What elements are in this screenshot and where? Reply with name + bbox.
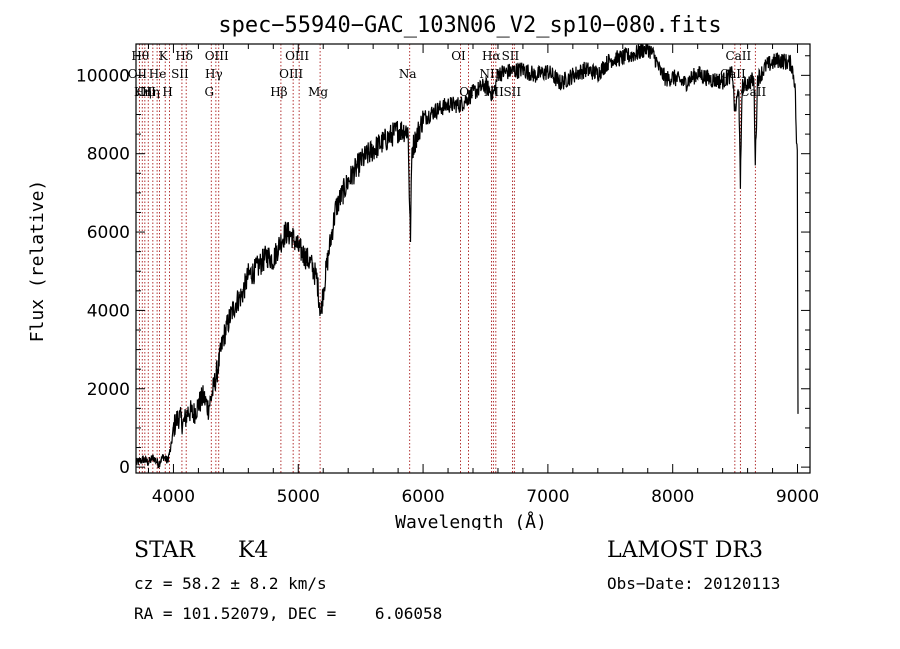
y-tick-label-2: 4000 [87,301,130,321]
line-label-3: OII [137,85,157,99]
y-axis-label: Flux (relative) [27,180,48,343]
line-label-25: SII [503,85,521,99]
line-label-16: OIII [285,49,309,63]
line-label-8: H [162,85,172,99]
line-label-12: Hγ [205,67,223,81]
line-label-2: Hη [134,85,152,99]
plot-frame [135,43,811,474]
y-tick-label-5: 10000 [76,66,130,86]
x-axis-label: Wavelength (Å) [395,511,547,530]
line-label-24: SII [502,49,520,63]
y-tick-label-4: 8000 [87,145,130,165]
line-label-22: Hα [482,49,501,63]
x-tick-label-4: 8000 [651,487,694,507]
x-tick-label-3: 7000 [526,487,569,507]
line-label-19: OI [451,49,466,63]
y-tick-label-0: 0 [119,458,130,478]
line-label-9: SII [171,67,189,81]
line-label-21: NII [479,67,499,81]
x-tick-label-1: 5000 [277,487,320,507]
redshift-cz: cz = 58.2 ± 8.2 km/s [134,574,327,593]
line-label-27: CaII [725,49,751,63]
spectral-line-markers [138,44,756,473]
x-tick-label-5: 9000 [776,487,819,507]
x-tick-label-0: 4000 [152,487,195,507]
spectral-line-labels: OIIHθHηOIIHηHeKHSIIHδGHγOIIIHβOIIIOIIIMg… [128,49,767,99]
line-label-10: Hδ [175,49,193,63]
line-label-17: Mg [308,85,328,99]
line-label-18: Na [399,67,417,81]
line-label-14: Hβ [270,85,287,99]
line-label-11: G [204,85,214,99]
line-label-0: OII [128,67,148,81]
obs-date: Obs−Date: 20120113 [607,574,781,593]
y-tick-label-3: 6000 [87,223,130,243]
object-subclass: K4 [238,538,269,563]
x-tick-label-2: 6000 [401,487,444,507]
chart-title: spec−55940−GAC_103N06_V2_sp10−080.fits [218,13,721,38]
line-label-4: Hη [142,85,160,99]
ra-dec: RA = 101.52079, DEC = 6.06058 [134,604,443,623]
spectrum-chart: spec−55940−GAC_103N06_V2_sp10−080.fits O… [27,13,819,530]
y-tick-label-1: 2000 [87,380,130,400]
line-label-15: OIII [279,67,303,81]
line-label-7: K [159,49,169,63]
x-axis-ticks: 4000 5000 6000 7000 8000 9000 [147,44,819,507]
spectrum-series-line [135,43,799,470]
survey-label: LAMOST DR3 [607,538,763,563]
line-label-6: He [149,67,167,81]
object-class: STAR [134,538,195,563]
y-axis-ticks: 0 2000 4000 6000 8000 10000 [76,55,810,478]
line-label-13: OIII [205,49,229,63]
